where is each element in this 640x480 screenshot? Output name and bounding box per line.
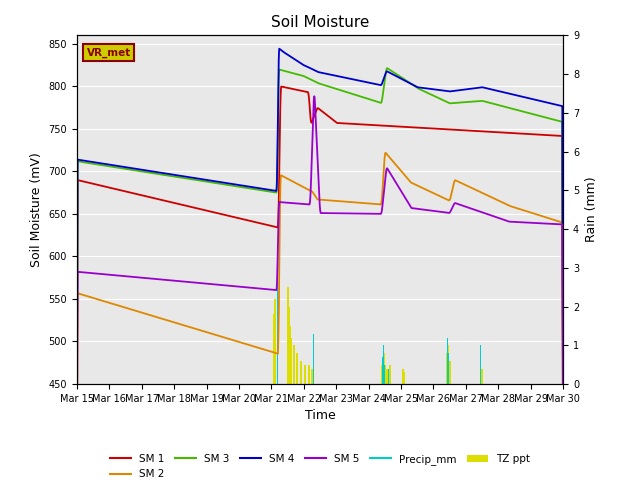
Bar — [387, 369, 388, 384]
Bar — [308, 365, 310, 384]
Bar — [300, 361, 301, 384]
Bar — [274, 299, 276, 384]
Bar — [479, 365, 481, 384]
Bar — [289, 326, 291, 384]
Bar — [388, 365, 390, 384]
Bar — [383, 353, 385, 384]
Bar — [403, 372, 405, 384]
Bar — [288, 307, 290, 384]
Bar — [481, 369, 483, 384]
Bar — [291, 337, 292, 384]
Bar — [287, 287, 289, 384]
Bar — [384, 365, 386, 384]
Bar — [313, 334, 314, 384]
Bar — [277, 268, 278, 384]
Bar — [275, 326, 276, 384]
X-axis label: Time: Time — [305, 409, 335, 422]
Y-axis label: Rain (mm): Rain (mm) — [585, 177, 598, 242]
Bar — [383, 345, 384, 384]
Bar — [293, 345, 295, 384]
Bar — [402, 369, 404, 384]
Y-axis label: Soil Moisture (mV): Soil Moisture (mV) — [30, 152, 43, 267]
Title: Soil Moisture: Soil Moisture — [271, 15, 369, 30]
Bar — [273, 314, 275, 384]
Bar — [296, 353, 298, 384]
Bar — [449, 361, 451, 384]
Bar — [381, 365, 383, 384]
Bar — [448, 353, 449, 384]
Bar — [446, 353, 448, 384]
Bar — [311, 369, 313, 384]
Bar — [480, 345, 481, 384]
Bar — [382, 357, 383, 384]
Bar — [447, 345, 449, 384]
Bar — [305, 365, 307, 384]
Text: VR_met: VR_met — [86, 48, 131, 58]
Legend: SM 1, SM 2, SM 3, SM 4, SM 5, Precip_mm, TZ ppt: SM 1, SM 2, SM 3, SM 4, SM 5, Precip_mm,… — [106, 450, 534, 480]
